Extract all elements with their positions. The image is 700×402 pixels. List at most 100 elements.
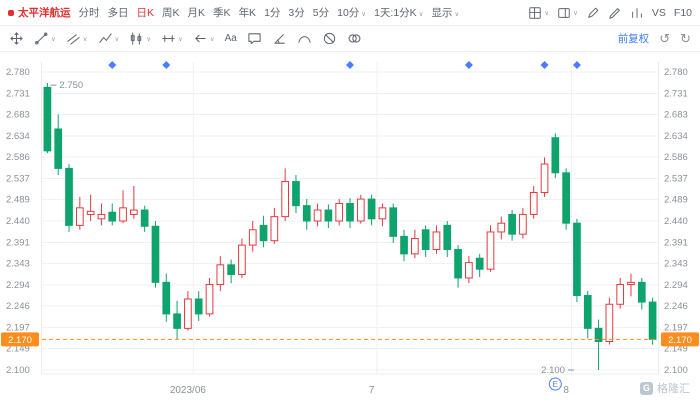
candle-body	[508, 213, 516, 235]
pencil-icon	[609, 7, 620, 19]
period-tab[interactable]: 月K	[187, 7, 206, 19]
candle-body	[162, 281, 171, 315]
y-tick-label-right: 2.440	[664, 216, 688, 227]
pattern-tool-button[interactable]: ∨	[129, 31, 151, 46]
stock-symbol-button[interactable]: 太平洋航运	[8, 5, 71, 20]
period-tab[interactable]: 显示 ∨	[431, 7, 460, 19]
vs-compare-button[interactable]: VS	[651, 6, 666, 19]
y-tick-label-right: 2.780	[664, 67, 688, 78]
x-tick-label: 2023/06	[170, 385, 207, 396]
candle-body	[130, 209, 138, 215]
candle-body	[421, 229, 430, 250]
period-tab[interactable]: 分时	[78, 7, 100, 19]
period-tab[interactable]: 10分 ∨	[337, 7, 367, 19]
arc-tool-button[interactable]	[297, 31, 312, 46]
candle-body	[173, 313, 181, 329]
event-diamond-icon[interactable]	[162, 61, 171, 69]
event-badge-icon[interactable]	[548, 377, 562, 391]
y-tick-label-right: 2.294	[664, 280, 688, 291]
ban-icon	[323, 32, 335, 45]
undo-button[interactable]: ↺	[659, 32, 670, 45]
compare-tool-button[interactable]	[347, 31, 362, 46]
trendline-icon	[35, 32, 48, 45]
period-tab[interactable]: 多日	[107, 7, 129, 19]
note-tool-button[interactable]	[247, 31, 262, 46]
layout-icon	[558, 7, 570, 18]
grid-icon	[529, 6, 542, 19]
draw-mode-button[interactable]	[586, 6, 600, 20]
wave-tool-button[interactable]: ∨	[98, 31, 119, 46]
arc-icon	[298, 36, 311, 43]
period-tab[interactable]: 5分	[312, 7, 330, 19]
y-tick-label-left: 2.149	[6, 344, 30, 355]
candle-body	[97, 213, 106, 220]
current-price-tag-label: 2.170	[668, 335, 692, 346]
polyline-icon	[98, 33, 112, 43]
ban-tool-button[interactable]	[322, 31, 337, 46]
event-badge-label: E	[553, 380, 558, 389]
stats-button[interactable]	[630, 6, 644, 20]
f10-button[interactable]: F10	[673, 6, 692, 19]
period-tab[interactable]: 周K	[162, 7, 180, 19]
candle-body	[443, 224, 452, 250]
event-diamond-icon[interactable]	[572, 61, 581, 69]
indicator-panel-button[interactable]: ∨	[528, 6, 549, 20]
y-tick-label-right: 2.343	[664, 259, 688, 270]
y-tick-label-left: 2.780	[6, 67, 30, 78]
candle-body	[594, 327, 603, 343]
trendline-tool-button[interactable]: ∨	[34, 31, 56, 46]
event-diamond-icon[interactable]	[464, 61, 473, 69]
y-tick-label-left: 2.586	[6, 152, 30, 163]
period-tab[interactable]: 季K	[213, 7, 231, 19]
measure-icon	[162, 35, 175, 42]
chevron-down-icon: ∨	[573, 9, 578, 17]
price-annotation: 2.100	[541, 365, 565, 376]
period-tab[interactable]: 年K	[238, 7, 257, 19]
candle-body	[432, 231, 441, 250]
candle-body	[75, 207, 84, 226]
layout-button[interactable]: ∨	[557, 6, 578, 20]
candle-body	[605, 303, 614, 343]
period-tab[interactable]: 1天:1分K ∨	[374, 7, 424, 19]
event-diamond-icon[interactable]	[108, 61, 117, 69]
candle-body	[400, 235, 408, 255]
event-diamond-icon[interactable]	[540, 61, 549, 69]
y-tick-label-right: 2.731	[664, 88, 688, 99]
move-icon	[10, 32, 23, 45]
adjust-mode-button[interactable]: 前复权	[617, 33, 650, 45]
candle-body	[270, 216, 279, 242]
period-tab[interactable]: 1分	[264, 7, 281, 19]
candle-body	[281, 181, 290, 218]
candle-body	[410, 238, 419, 255]
candle-body	[54, 128, 63, 169]
y-tick-label-right: 2.634	[664, 131, 688, 142]
y-tick-label-right: 2.683	[664, 110, 688, 121]
chevron-down-icon: ∨	[544, 9, 550, 17]
move-tool-button[interactable]	[9, 31, 24, 46]
brush-icon	[588, 7, 599, 18]
y-tick-label-right: 2.391	[664, 237, 688, 248]
candle-body	[540, 163, 549, 194]
arrow-tool-button[interactable]: ∨	[193, 31, 215, 46]
period-tab[interactable]: 日K	[136, 7, 155, 19]
chevron-down-icon: ∨	[82, 35, 88, 43]
candle-body	[583, 295, 592, 329]
event-diamond-icon[interactable]	[346, 61, 354, 69]
measure-tool-button[interactable]: ∨	[161, 31, 183, 46]
candle-body	[65, 167, 73, 226]
candle-body	[227, 264, 235, 275]
text-tool-button[interactable]: Aa	[225, 33, 237, 44]
angle-icon	[274, 34, 285, 44]
channel-tool-button[interactable]: ∨	[66, 31, 88, 46]
candle-body	[43, 86, 52, 152]
angle-tool-button[interactable]	[272, 31, 287, 46]
redo-button[interactable]: ↻	[680, 32, 691, 45]
candle-body	[519, 213, 527, 235]
candle-body	[313, 209, 322, 222]
y-tick-label-left: 2.343	[6, 259, 30, 270]
period-tab[interactable]: 3分	[288, 7, 305, 19]
candlestick-chart[interactable]: 2.780 2.780 2.731 2.731 2.683 2.683 2.634 2.634…	[0, 52, 700, 402]
candle-body	[248, 229, 257, 246]
candle-body	[151, 225, 160, 283]
edit-button[interactable]	[608, 6, 622, 20]
